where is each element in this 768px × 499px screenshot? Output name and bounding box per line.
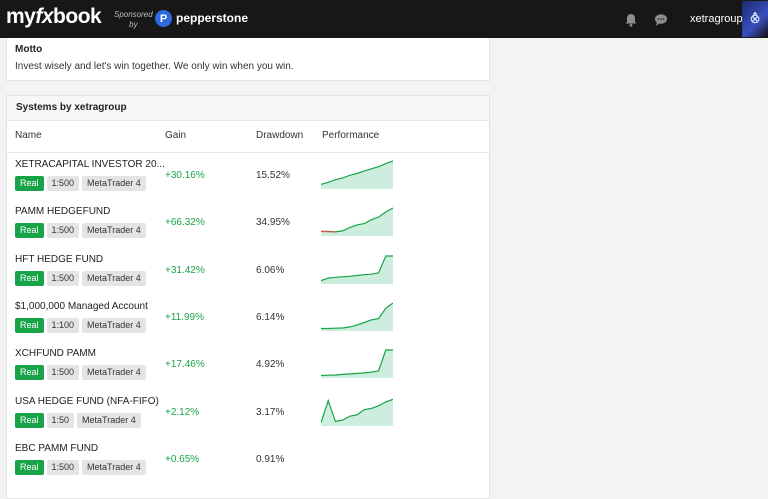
motto-card: Motto Invest wisely and let's win togeth… [6,38,490,81]
drawdown-value: 3.17% [256,407,285,418]
sparkline-line [321,398,393,423]
system-name-link[interactable]: USA HEDGE FUND (NFA-FIFO) [15,396,159,407]
column-header-drawdown[interactable]: Drawdown [256,130,304,141]
logo-part-my: my [6,5,36,28]
logo-part-book: book [53,5,102,28]
performance-sparkline[interactable] [321,159,393,189]
column-header-performance: Performance [322,130,380,141]
drawdown-value: 4.92% [256,359,285,370]
systems-card: Systems by xetragroup Name Gain Drawdown… [6,95,490,499]
account-type-badge: Real [15,413,44,428]
sponsor-name[interactable]: pepperstone [176,11,249,25]
systems-title: Systems by xetragroup [7,96,489,121]
system-badges: Real 1:100 MetaTrader 4 [15,318,146,333]
sparkline-area [321,208,393,236]
top-navbar: myfxbook Sponsored by P pepperstone xetr… [0,0,768,38]
platform-badge: MetaTrader 4 [82,176,146,191]
sponsored-line1: Sponsored [114,10,153,19]
platform-badge: MetaTrader 4 [82,460,146,475]
sparkline-line [321,160,393,185]
table-row: XETRACAPITAL INVESTOR 20... Real 1:500 Meta… [7,153,489,200]
system-name-link[interactable]: XCHFUND PAMM [15,348,96,359]
account-type-badge: Real [15,223,44,238]
table-row: EBC PAMM FUND Real 1:500 MetaTrader 4 +0.65%… [7,437,489,484]
sponsored-label: Sponsored by [114,10,153,30]
system-name-link[interactable]: HFT HEDGE FUND [15,254,104,265]
table-row: HFT HEDGE FUND Real 1:500 MetaTrader 4 +31.4… [7,248,489,295]
leverage-badge: 1:500 [46,271,80,286]
leverage-badge: 1:500 [46,176,80,191]
pepperstone-logo-icon[interactable]: P [155,10,172,27]
performance-sparkline[interactable] [321,396,393,426]
sparkline-area [321,256,393,284]
account-type-badge: Real [15,460,44,475]
platform-badge: MetaTrader 4 [82,271,146,286]
system-badges: Real 1:500 MetaTrader 4 [15,223,146,238]
gain-value: +2.12% [165,407,200,418]
sparkline-area [321,399,393,426]
sparkline-area [321,303,393,331]
logo-part-fx: fx [35,5,54,28]
system-badges: Real 1:500 MetaTrader 4 [15,176,146,191]
performance-sparkline[interactable] [321,206,393,236]
table-row: $1,000,000 Managed Account Real 1:100 MetaT… [7,295,489,342]
gain-value: +11.99% [165,312,205,323]
table-row: XCHFUND PAMM Real 1:500 MetaTrader 4 +17.46%… [7,342,489,389]
platform-badge: MetaTrader 4 [82,318,146,333]
leverage-badge: 1:500 [46,460,80,475]
leverage-badge: 1:50 [46,413,75,428]
account-type-badge: Real [15,271,44,286]
drawdown-value: 6.14% [256,312,285,323]
drawdown-value: 6.06% [256,265,285,276]
system-name-link[interactable]: EBC PAMM FUND [15,443,99,454]
platform-badge: MetaTrader 4 [82,365,146,380]
table-row: PAMM HEDGEFUND Real 1:500 MetaTrader 4 +66.3… [7,200,489,247]
account-type-badge: Real [15,176,44,191]
gain-value: +17.46% [165,359,205,370]
gain-value: +31.42% [165,265,205,276]
account-type-badge: Real [15,318,44,333]
sparkline-loss-segment [321,230,336,233]
sponsored-line2: by [129,20,138,29]
sparkline-line [321,255,393,282]
avatar[interactable]: ⨶ [742,1,768,37]
system-badges: Real 1:500 MetaTrader 4 [15,365,146,380]
drawdown-value: 15.52% [256,170,290,181]
gain-value: +0.65% [165,454,200,465]
system-name-link[interactable]: PAMM HEDGEFUND [15,206,111,217]
column-header-gain[interactable]: Gain [165,130,187,141]
system-badges: Real 1:500 MetaTrader 4 [15,271,146,286]
gain-value: +30.16% [165,170,205,181]
table-row: USA HEDGE FUND (NFA-FIFO) Real 1:50 MetaTra… [7,390,489,437]
header-divider [7,152,489,153]
performance-sparkline[interactable] [321,254,393,284]
motto-text: Invest wisely and let's win together. We… [15,61,294,72]
myfxbook-logo[interactable]: myfxbook [6,5,102,29]
drawdown-value: 34.95% [256,217,290,228]
system-badges: Real 1:500 MetaTrader 4 [15,460,146,475]
chat-icon[interactable] [654,13,668,27]
sparkline-line [321,302,393,330]
platform-badge: MetaTrader 4 [77,413,141,428]
performance-sparkline[interactable] [321,301,393,331]
motto-title: Motto [15,44,43,55]
sparkline-line [321,349,393,377]
account-type-badge: Real [15,365,44,380]
username-link[interactable]: xetragroup [690,13,743,25]
performance-sparkline[interactable] [321,348,393,378]
platform-badge: MetaTrader 4 [82,223,146,238]
system-badges: Real 1:50 MetaTrader 4 [15,413,141,428]
gain-value: +66.32% [165,217,205,228]
bell-icon[interactable] [624,13,638,27]
system-name-link[interactable]: $1,000,000 Managed Account [15,301,148,312]
leverage-badge: 1:100 [46,318,80,333]
column-header-name[interactable]: Name [15,130,42,141]
leverage-badge: 1:500 [46,365,80,380]
drawdown-value: 0.91% [256,454,285,465]
leverage-badge: 1:500 [46,223,80,238]
system-name-link[interactable]: XETRACAPITAL INVESTOR 20... [15,159,165,170]
